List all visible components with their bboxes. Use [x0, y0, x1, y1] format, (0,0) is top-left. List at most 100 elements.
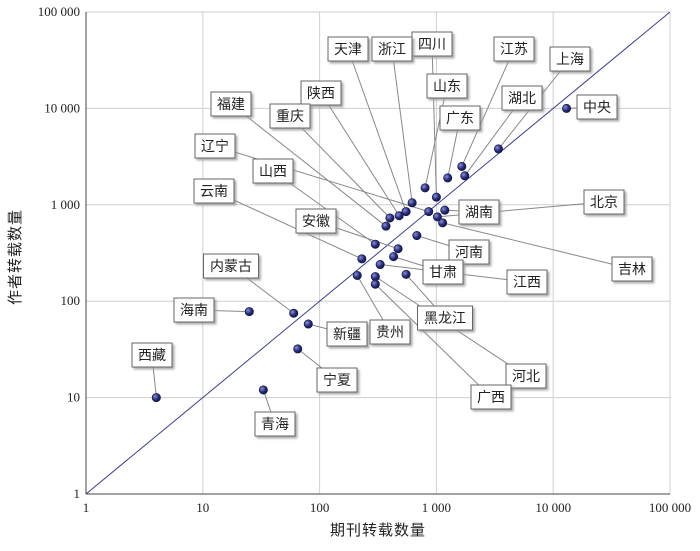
point-label-box — [326, 321, 368, 347]
point-label-box — [439, 105, 481, 131]
point-label-box — [193, 178, 235, 204]
point-label-box — [371, 36, 413, 62]
point-label-box — [576, 94, 618, 120]
point-label: 重庆 — [269, 103, 311, 129]
leader-line — [442, 222, 633, 270]
point-label-box — [417, 305, 473, 331]
point-label: 海南 — [173, 297, 215, 323]
data-point — [407, 198, 417, 208]
point-label-box — [300, 80, 342, 106]
point-label: 内蒙古 — [203, 253, 259, 279]
point-label-box — [426, 73, 468, 99]
point-label-text: 山东 — [433, 79, 461, 95]
point-label-text: 黑龙江 — [424, 311, 466, 327]
point-label-box — [458, 199, 500, 225]
point-label-box — [254, 411, 296, 437]
point-label-box — [203, 253, 259, 279]
leader-line — [431, 43, 437, 198]
grid — [85, 11, 671, 495]
point-label: 陕西 — [300, 80, 342, 106]
data-point — [370, 239, 380, 249]
point-label-box — [549, 46, 591, 72]
point-label-text: 吉林 — [618, 262, 646, 278]
point-label: 广东 — [439, 105, 481, 131]
point-label-text: 云南 — [200, 184, 228, 200]
point-label-text: 贵州 — [376, 325, 404, 341]
point-label-box — [131, 342, 173, 368]
point-label: 河北 — [505, 363, 547, 389]
point-label: 天津 — [327, 36, 369, 62]
x-tick-label: 1 — [83, 500, 90, 515]
leader-line — [391, 48, 413, 203]
leader-line — [461, 48, 515, 167]
leader-line — [230, 103, 387, 227]
point-label-box — [316, 367, 358, 393]
data-points — [151, 103, 572, 403]
data-point — [258, 385, 268, 395]
data-point — [562, 103, 572, 113]
y-axis-title: 作者转载数量 — [6, 209, 24, 305]
data-point — [460, 171, 470, 181]
point-label-text: 天津 — [334, 42, 362, 58]
point-label-text: 湖北 — [508, 91, 536, 107]
point-label-box — [611, 256, 653, 282]
point-label-text: 海南 — [180, 303, 208, 319]
data-point — [381, 221, 391, 231]
point-label-text: 重庆 — [276, 109, 304, 125]
point-label-text: 新疆 — [333, 327, 361, 343]
point-label: 贵州 — [369, 319, 411, 345]
leader-line — [464, 97, 523, 177]
data-point — [424, 207, 434, 217]
point-label: 新疆 — [326, 321, 368, 347]
data-point — [440, 205, 450, 215]
y-tick-label: 1 — [74, 486, 81, 501]
point-label-text: 青海 — [261, 417, 289, 433]
point-label-text: 西藏 — [138, 348, 166, 364]
y-tick-label: 1 000 — [51, 197, 80, 212]
data-point — [394, 211, 404, 221]
point-label: 安徽 — [295, 208, 337, 234]
point-label: 湖北 — [501, 85, 543, 111]
point-label-text: 宁夏 — [323, 372, 351, 389]
point-label-text: 山西 — [259, 164, 287, 180]
data-point — [352, 270, 362, 280]
point-label: 上海 — [549, 46, 591, 72]
point-label-text: 河南 — [455, 245, 483, 261]
point-label-box — [505, 363, 547, 389]
leader-line — [214, 145, 429, 213]
data-point — [244, 307, 254, 317]
point-label-box — [583, 189, 625, 215]
point-label-text: 浙江 — [378, 42, 406, 58]
data-point — [438, 218, 448, 228]
point-label-text: 广西 — [477, 390, 505, 406]
point-label: 浙江 — [371, 36, 413, 62]
point-label-box — [470, 384, 512, 410]
leader-line — [320, 92, 400, 217]
point-label: 湖南 — [458, 199, 500, 225]
diagonal-line — [85, 11, 671, 495]
y-tick-label: 10 — [67, 390, 80, 405]
data-point — [370, 272, 380, 282]
leader-line — [289, 115, 391, 219]
point-label-box — [295, 208, 337, 234]
data-point — [393, 244, 403, 254]
y-tick-label: 100 000 — [38, 4, 80, 19]
point-label-text: 中央 — [583, 100, 611, 116]
data-point — [401, 207, 411, 217]
data-point — [431, 192, 441, 202]
data-point — [457, 161, 467, 171]
x-tick-label: 10 — [196, 500, 209, 515]
point-label-text: 陕西 — [307, 86, 335, 102]
point-label: 甘肃 — [422, 259, 464, 285]
point-label-box — [269, 103, 311, 129]
leader-line — [213, 190, 363, 260]
point-label-text: 辽宁 — [201, 138, 229, 155]
point-label: 青海 — [254, 411, 296, 437]
y-tick-label: 100 — [61, 293, 81, 308]
point-label-text: 江苏 — [500, 42, 528, 58]
data-point — [289, 308, 299, 318]
point-label-text: 四川 — [418, 37, 446, 53]
point-label: 广西 — [470, 384, 512, 410]
point-label: 福建 — [210, 91, 252, 117]
